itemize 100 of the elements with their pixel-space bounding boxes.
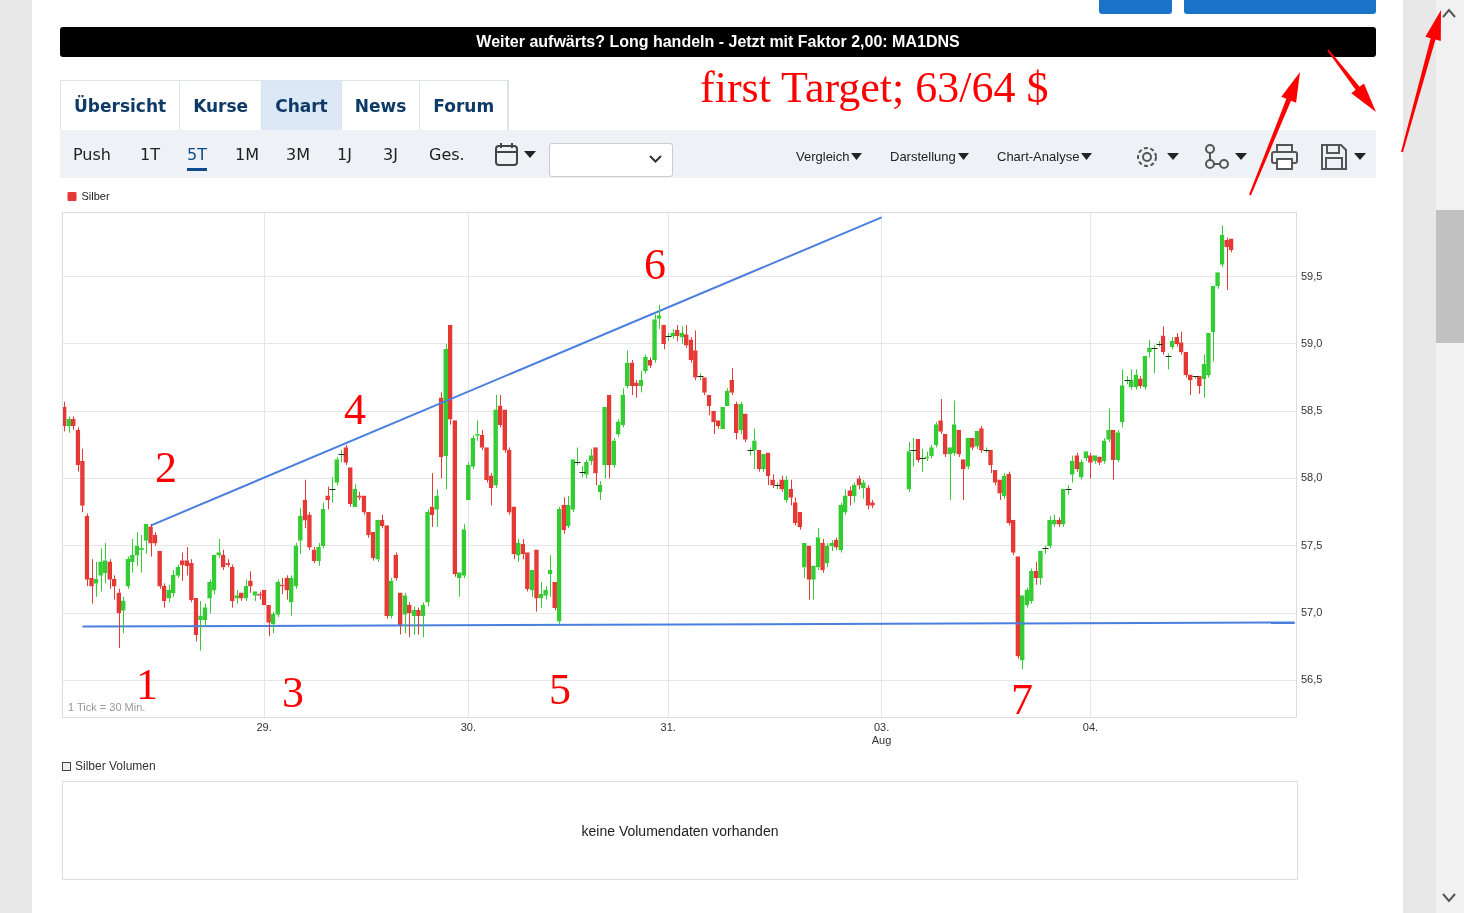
candlestick <box>62 401 67 432</box>
y-tick-label: 58,0 <box>1301 471 1323 484</box>
candlestick <box>851 482 857 504</box>
text: 3M <box>286 145 310 164</box>
candlestick <box>1038 550 1043 586</box>
candlestick <box>938 398 943 435</box>
candlestick <box>402 592 408 634</box>
candlestick <box>1079 459 1084 481</box>
text: first Target; 63/64 $ <box>700 62 1049 113</box>
y-tick-label: 56,5 <box>1301 673 1323 686</box>
candlestick <box>1115 429 1120 463</box>
candlestick <box>329 476 336 504</box>
candlestick <box>979 425 984 454</box>
candlestick <box>220 549 226 571</box>
candlestick <box>266 604 271 637</box>
y-tick-label: 59,5 <box>1301 269 1323 282</box>
candlestick <box>1133 368 1139 391</box>
annotation: 5 <box>549 665 571 714</box>
candlestick <box>1156 340 1163 348</box>
candlestick <box>179 551 185 582</box>
y-tick-label: 58,5 <box>1301 404 1323 417</box>
candlestick <box>1074 452 1080 473</box>
candlestick <box>229 564 235 609</box>
x-tick-label: 29. <box>256 720 272 733</box>
candlestick <box>847 486 853 506</box>
candlestick <box>393 551 399 582</box>
candlestick <box>543 585 548 601</box>
text: Chart <box>262 81 342 131</box>
text: Übersicht <box>61 81 181 131</box>
y-tick-label: 59,0 <box>1301 336 1323 349</box>
candlestick <box>611 437 616 469</box>
candlestick <box>761 453 766 473</box>
candlestick <box>1151 344 1158 374</box>
annotation: 2 <box>155 443 177 492</box>
candlestick <box>493 394 498 489</box>
candlestick <box>1165 352 1172 370</box>
text: Ges. <box>429 145 465 164</box>
candlestick <box>802 542 807 579</box>
candlestick <box>407 601 412 638</box>
candlestick <box>960 459 966 501</box>
x-tick-label: 03. Aug <box>871 720 892 746</box>
y-tick-label: 57,0 <box>1301 606 1323 619</box>
text: Chart-Analyse <box>997 149 1080 164</box>
x-tick-label: 30. <box>460 720 477 733</box>
candlestick <box>116 588 122 649</box>
candlestick <box>593 447 598 486</box>
candlestick <box>434 488 439 528</box>
y-tick-label: 57,5 <box>1301 538 1323 551</box>
candlestick <box>461 523 467 579</box>
candlestick <box>929 444 934 459</box>
candlestick <box>298 507 303 555</box>
text: Forum <box>420 81 509 131</box>
text: 3J <box>383 145 398 164</box>
text: Darstellung <box>890 149 956 164</box>
x-tick-label: 04. <box>1082 720 1099 733</box>
annotation: 3 <box>282 668 304 717</box>
candlestick <box>343 444 349 466</box>
candlestick <box>956 429 962 458</box>
candlestick <box>425 508 430 607</box>
text: Weiter aufwärts? Long handeln - Jetzt mit Faktor 2,00: MA1DNS <box>60 27 1376 57</box>
candlestick <box>1015 556 1021 660</box>
text: 5T <box>187 145 207 171</box>
text: Silber Volumen <box>75 759 156 773</box>
text: 1T <box>140 145 160 164</box>
candlestick <box>674 324 680 342</box>
candlestick <box>107 558 113 590</box>
legend-label: Silber <box>81 189 110 202</box>
candlestick <box>239 592 244 602</box>
candlestick <box>334 456 340 486</box>
text: 1M <box>235 145 259 164</box>
candlestick <box>475 420 480 442</box>
candlestick <box>602 406 607 479</box>
candlestick <box>711 410 716 435</box>
annotation: 4 <box>344 385 366 434</box>
candlestick <box>783 475 789 504</box>
candlestick <box>534 549 539 613</box>
annotation: 1 Tick = 30 Min. <box>68 700 146 713</box>
candlestick <box>1215 272 1220 290</box>
text: Vergleich <box>796 149 850 164</box>
candlestick <box>279 577 285 595</box>
text: Kurse <box>180 81 263 131</box>
candlestick <box>924 451 930 462</box>
candlestick <box>702 377 707 396</box>
candlestick <box>1224 237 1229 291</box>
candlestick <box>1206 332 1211 379</box>
candlestick <box>416 607 421 636</box>
candlestick <box>1119 368 1125 428</box>
candlestick <box>820 538 825 574</box>
candlestick <box>661 324 666 350</box>
text: News <box>341 81 421 131</box>
candlestick <box>375 519 380 563</box>
text: Push <box>73 145 111 164</box>
candlestick <box>248 570 253 594</box>
candlestick <box>338 449 345 463</box>
candlestick <box>175 564 181 579</box>
candlestick <box>693 329 698 381</box>
text: keine Volumendaten vorhanden <box>580 823 780 839</box>
candlestick <box>724 387 730 407</box>
candlestick <box>275 578 280 618</box>
candlestick <box>170 569 176 598</box>
